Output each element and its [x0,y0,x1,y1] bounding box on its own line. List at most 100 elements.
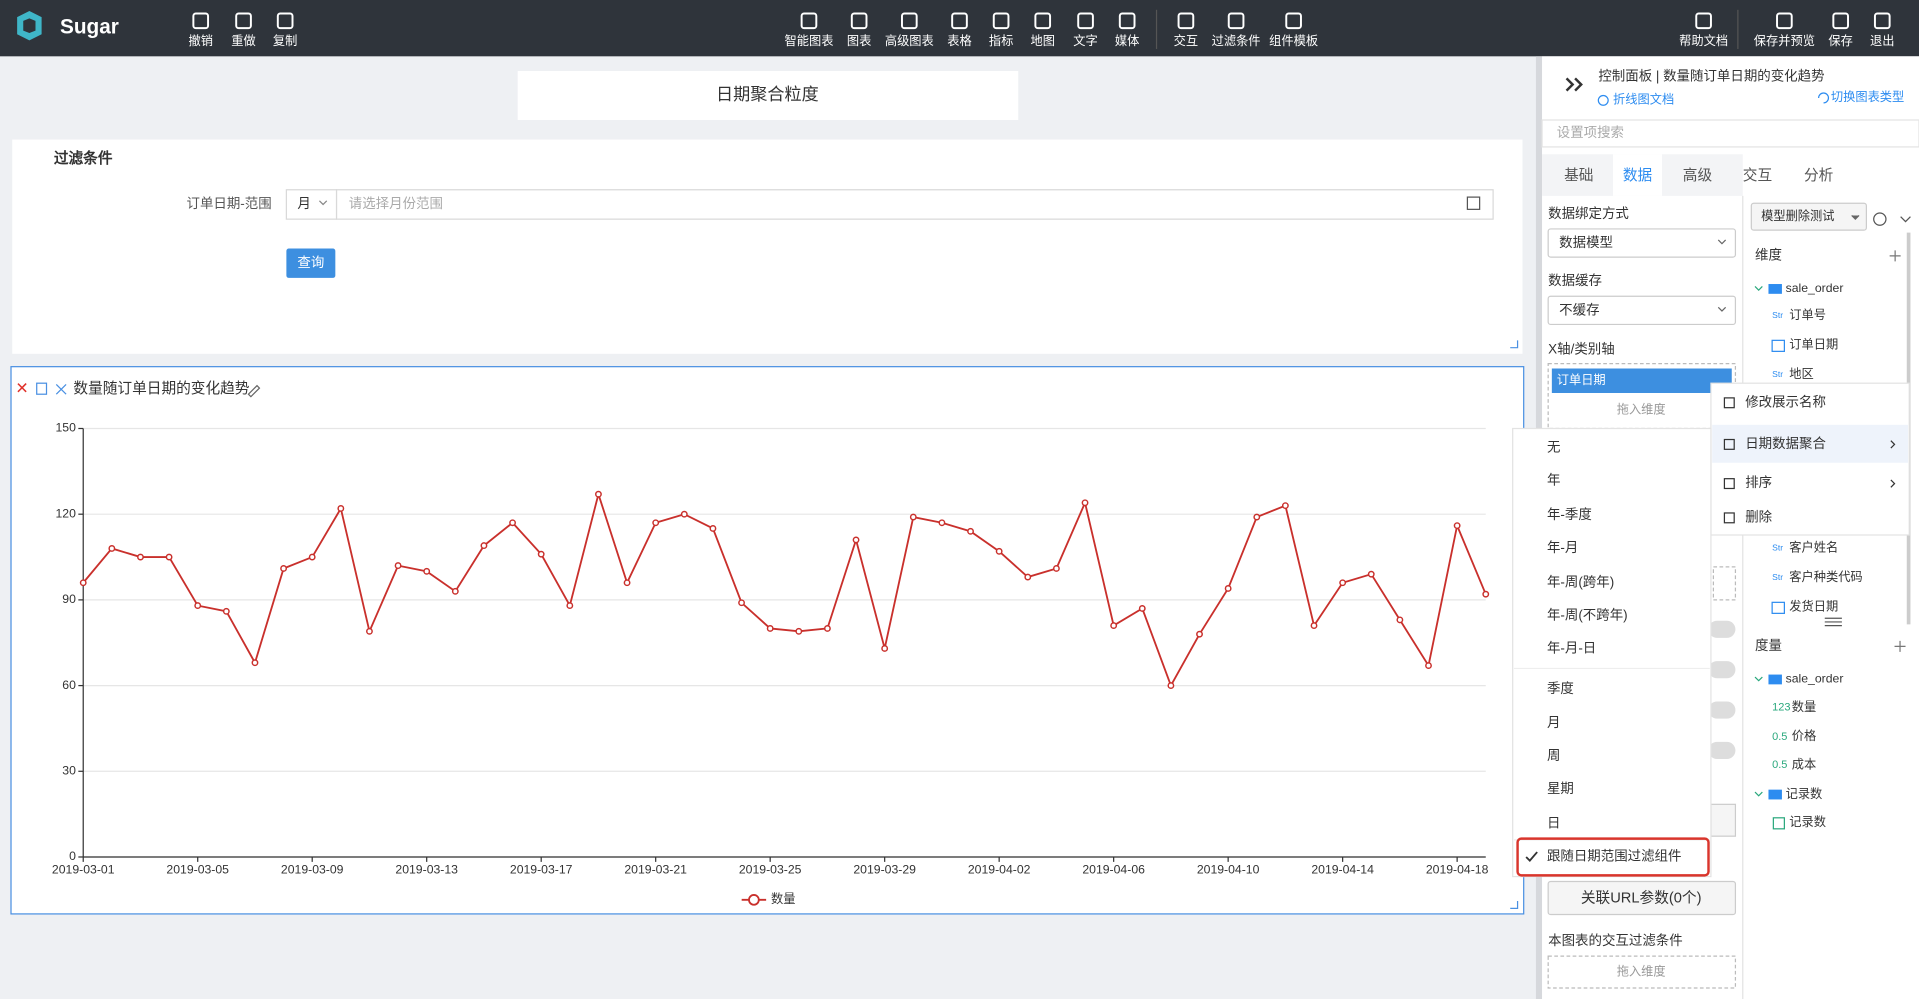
dimension[interactable]: 客户姓名 [1789,540,1838,555]
search-icon[interactable] [1873,212,1887,226]
drop-hint: 拖入维度 [1617,963,1666,978]
add-icon[interactable] [1889,250,1901,262]
resize-handle [1510,340,1519,349]
toolbar-button[interactable]: 退出 [1870,34,1894,48]
tab[interactable]: 交互 [1743,166,1772,184]
menu-option[interactable]: 年-季度 [1547,507,1592,522]
measure[interactable]: 数量 [1792,699,1816,714]
toolbar-button[interactable]: 组件模板 [1269,34,1318,48]
brand: Sugar [60,16,119,39]
model-select[interactable] [1750,202,1867,231]
doc-link[interactable]: 折线图文档 [1613,92,1674,107]
data-point [1367,570,1375,578]
tab[interactable]: 高级 [1683,167,1713,184]
section-label: 维度 [1755,247,1782,262]
menu-item[interactable]: 排序 [1745,475,1772,490]
data-point [766,625,774,632]
legend-label[interactable]: 数量 [771,891,795,906]
cache-select[interactable] [1547,295,1737,326]
chevron [1717,306,1727,312]
tab[interactable]: 分析 [1804,167,1834,184]
toolbar-button[interactable]: 重做 [231,33,255,48]
drop-zone [1712,566,1737,601]
toolbar-button[interactable]: 表格 [947,33,971,48]
close-icon[interactable]: ✕ [15,381,28,398]
dimension[interactable]: 发货日期 [1789,598,1838,613]
toolbar-button[interactable]: 智能图表 [784,33,833,48]
menu-option[interactable]: 无 [1547,440,1560,455]
drop-hint: 拖入维度 [1617,401,1666,416]
toolbar-button[interactable]: 地图 [1030,34,1054,48]
edit-icon[interactable] [247,384,261,398]
toolbar-button[interactable]: 图表 [847,34,871,48]
url-button-label[interactable]: 关联URL参数(0个) [1581,889,1702,906]
menu-option[interactable]: 周 [1547,748,1560,763]
data-point [1453,522,1461,530]
collapse-icon[interactable] [1565,77,1583,92]
menu-option[interactable]: 年-周(跨年) [1547,574,1614,589]
query-button[interactable] [286,248,336,278]
toolbar-button[interactable]: 保存 [1828,34,1852,48]
tab[interactable]: 数据 [1623,167,1653,184]
menu-option[interactable]: 季度 [1547,681,1574,696]
toolbar-button[interactable]: 高级图表 [885,33,934,48]
toolbar-button[interactable]: 媒体 [1115,34,1139,48]
search-box[interactable] [1541,119,1919,148]
expand-icon[interactable] [55,383,67,395]
menu-option[interactable]: 年-月-日 [1547,640,1596,655]
search-placeholder: 设置项搜索 [1557,125,1624,140]
data-point [1110,622,1118,630]
menu-item[interactable]: 日期数据聚合 [1745,436,1826,451]
range-input[interactable] [335,189,1494,220]
data-point [1024,573,1032,581]
menu-item[interactable]: 删除 [1745,509,1772,524]
menu-option[interactable]: 日 [1547,815,1560,830]
data-point [366,627,373,635]
data-point [79,579,87,587]
data-point [623,579,631,587]
data-point [852,536,860,544]
line-chart: 数量随订单日期的变化趋势 0 30 60 90 120 150 2019-03-01 2019-… [52,380,1490,906]
toolbar-button[interactable]: 撤销 [188,33,212,48]
query-label[interactable]: 查询 [297,255,324,270]
dimension[interactable]: 订单日期 [1789,337,1838,351]
toolbar-button[interactable]: 帮助文档 [1679,33,1728,48]
binding-select[interactable] [1547,228,1737,258]
switch-link[interactable]: 切换图表类型 [1831,90,1904,104]
type-icon: Str [1772,369,1783,379]
toolbar-icon [850,12,868,30]
toolbar-button[interactable]: 交互 [1174,33,1198,48]
measure[interactable]: 价格 [1792,728,1816,743]
xaxis-field[interactable] [1551,368,1732,393]
toolbar-button[interactable]: 过滤条件 [1212,34,1261,48]
dimension[interactable]: 订单号 [1789,308,1826,322]
toolbar-button[interactable]: 保存并预览 [1754,33,1815,48]
measure[interactable]: 成本 [1792,757,1816,771]
menu-option[interactable]: 年-周(不跨年) [1547,607,1628,622]
url-button[interactable] [1547,880,1737,916]
folder-name[interactable]: sale_order [1786,281,1844,295]
folder-name[interactable]: sale_order [1786,672,1844,686]
dimension[interactable]: 地区 [1789,367,1813,381]
measure[interactable]: 记录数 [1789,814,1826,829]
interaction-drop-zone[interactable] [1547,955,1737,989]
type-icon: 123 [1772,702,1790,714]
menu-option[interactable]: 年 [1547,473,1560,488]
toolbar-button[interactable]: 指标 [989,33,1013,48]
chevron[interactable] [1900,216,1911,223]
menu-option[interactable]: 月 [1547,715,1560,730]
menu-option[interactable]: 跟随日期范围过滤组件 [1547,849,1682,864]
toolbar-button[interactable]: 文字 [1073,33,1097,48]
menu-item[interactable]: 修改展示名称 [1745,394,1826,409]
tab[interactable]: 基础 [1564,167,1593,184]
dimension[interactable]: 客户种类代码 [1789,569,1862,584]
copy-icon[interactable] [36,382,48,395]
folder-name[interactable]: 记录数 [1786,786,1823,801]
granularity-select[interactable] [285,189,338,220]
add-icon[interactable] [1894,640,1906,652]
toolbar-button[interactable]: 复制 [273,34,297,48]
toolbar-icon [1695,12,1712,30]
submenu-arrow [1890,440,1896,449]
menu-option[interactable]: 星期 [1547,781,1574,796]
menu-option[interactable]: 年-月 [1547,540,1578,555]
